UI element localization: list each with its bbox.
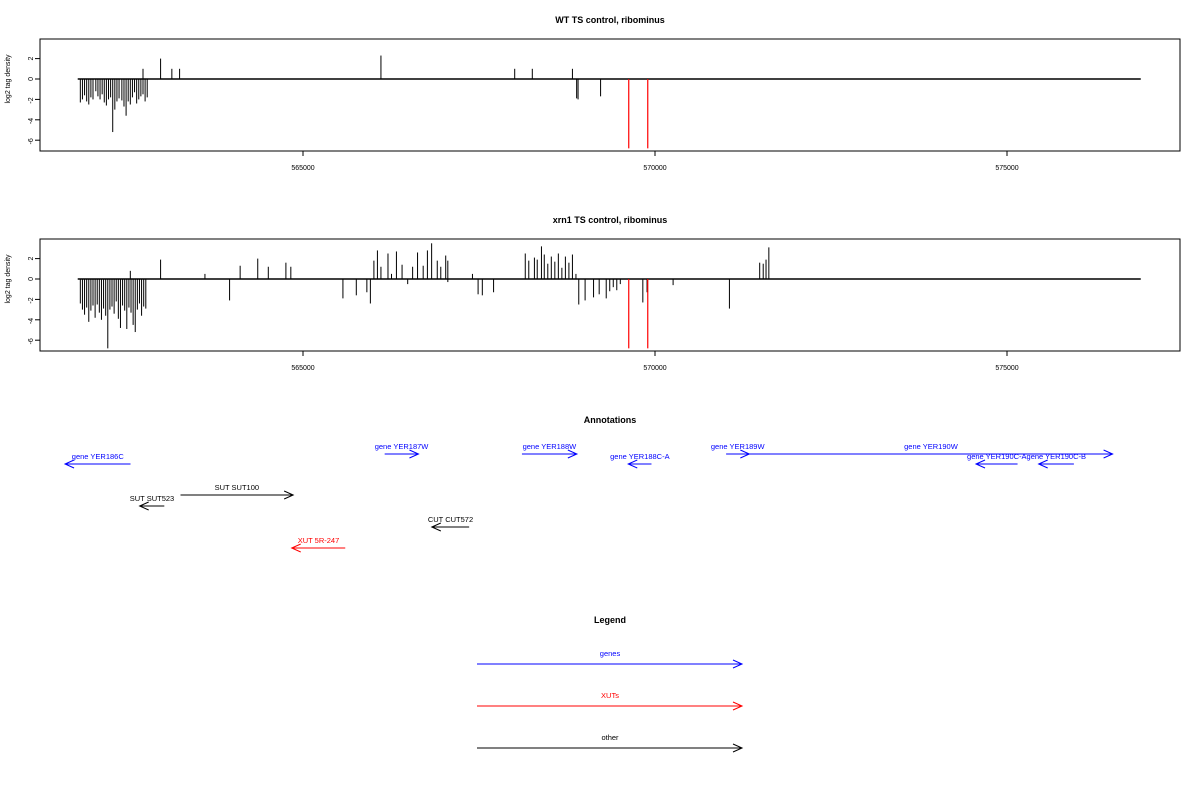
annotation-label: gene YER190C-A bbox=[967, 452, 1026, 461]
y-tick-label: -2 bbox=[28, 97, 35, 103]
annotation-arrow-head bbox=[1103, 449, 1114, 459]
legend-label: other bbox=[601, 733, 619, 742]
plot-frame bbox=[39, 238, 1181, 352]
chart-title: xrn1 TS control, ribominus bbox=[553, 215, 668, 225]
xrn1-track-panel: xrn1 TS control, ribominus 2 0 -2 -4 -6 log2 t… bbox=[5, 215, 1181, 372]
wt-track-panel: WT TS control, ribominus 2 0 -2 -4 -6 log2 tag… bbox=[5, 15, 1181, 172]
y-tick-label: 2 bbox=[28, 57, 35, 61]
y-tick-label: -2 bbox=[28, 297, 35, 303]
annotation-label: SUT SUT523 bbox=[130, 494, 174, 503]
annotation-arrow-head bbox=[409, 449, 420, 459]
y-tick-label: -6 bbox=[28, 338, 35, 344]
x-tick-label: 575000 bbox=[995, 365, 1018, 372]
annotation-label: gene YER190C-B bbox=[1027, 452, 1086, 461]
annotations-panel: Annotations gene YER186C gene YER187W gene … bbox=[63, 415, 1114, 553]
annotation-arrow-head bbox=[63, 459, 75, 469]
chart-title: WT TS control, ribominus bbox=[555, 15, 665, 25]
plot-frame bbox=[39, 38, 1181, 152]
legend-panel: Legend genes XUTs other bbox=[477, 615, 744, 753]
x-tick-label: 570000 bbox=[643, 165, 666, 172]
annotation-label: gene YER187W bbox=[375, 442, 430, 451]
legend-arrow-head bbox=[732, 743, 744, 753]
legend-title: Legend bbox=[594, 615, 626, 625]
annotation-label: gene YER188C-A bbox=[610, 452, 669, 461]
annotation-arrow-head bbox=[974, 459, 986, 469]
x-tick-label: 565000 bbox=[291, 365, 314, 372]
annotation-arrow-head bbox=[567, 449, 579, 459]
y-axis-label: log2 tag density bbox=[5, 254, 12, 304]
annotation-label: SUT SUT100 bbox=[215, 483, 259, 492]
annotation-arrow-head bbox=[138, 501, 149, 511]
y-tick-label: 2 bbox=[28, 257, 35, 261]
annotation-arrow-head bbox=[1037, 459, 1048, 469]
annotation-label: XUT 5R-247 bbox=[298, 536, 340, 545]
annotation-arrow-head bbox=[627, 459, 638, 469]
y-axis-label: log2 tag density bbox=[5, 54, 12, 104]
legend-arrow-head bbox=[732, 701, 744, 711]
annotations-title: Annotations bbox=[584, 415, 637, 425]
x-tick-label: 565000 bbox=[291, 165, 314, 172]
legend-arrow-head bbox=[732, 659, 744, 669]
annotation-arrow-head bbox=[290, 543, 301, 553]
annotation-label: gene YER190W bbox=[904, 442, 959, 451]
annotation-label: gene YER189W bbox=[711, 442, 766, 451]
x-tick-label: 570000 bbox=[643, 365, 666, 372]
y-tick-label: 0 bbox=[28, 277, 35, 281]
annotation-arrow-head bbox=[430, 522, 442, 532]
y-tick-label: 0 bbox=[28, 77, 35, 81]
annotation-label: CUT CUT572 bbox=[428, 515, 473, 524]
annotation-arrow-head bbox=[283, 490, 295, 500]
annotation-label: gene YER188W bbox=[523, 442, 578, 451]
x-tick-label: 575000 bbox=[995, 165, 1018, 172]
legend-label: genes bbox=[600, 649, 621, 658]
annotation-label: gene YER186C bbox=[72, 452, 125, 461]
y-tick-label: -6 bbox=[28, 138, 35, 144]
y-tick-label: -4 bbox=[28, 318, 35, 324]
legend-label: XUTs bbox=[601, 691, 619, 700]
y-tick-label: -4 bbox=[28, 118, 35, 124]
